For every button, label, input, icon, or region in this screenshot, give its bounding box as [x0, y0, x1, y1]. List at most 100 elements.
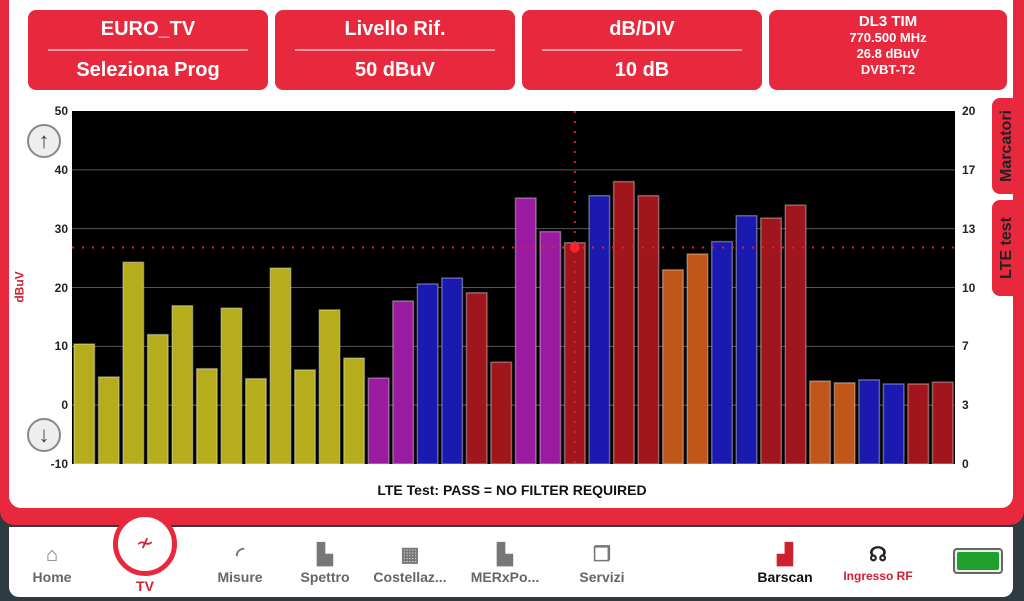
merxpo--icon: ▙: [497, 544, 513, 566]
nav-label: TV: [136, 578, 154, 594]
bar[interactable]: [907, 383, 930, 464]
y-tick-left: 30: [54, 221, 68, 236]
y-tick-left: 20: [54, 280, 68, 295]
nav-label: Spettro: [300, 569, 350, 585]
bar[interactable]: [195, 367, 218, 464]
y-axis-label: dBuV: [12, 271, 27, 303]
nav-label: Barscan: [757, 569, 813, 585]
divider: [542, 49, 742, 51]
y-tick-left: -10: [50, 457, 68, 471]
nav-barscan[interactable]: ▟ Barscan: [757, 541, 812, 585]
arrow-up-icon[interactable]: ↑: [27, 124, 61, 158]
y-tick-right: 17: [962, 162, 976, 177]
home-icon: ⌂: [45, 544, 59, 566]
y-tick-right: 3: [962, 398, 969, 413]
bar[interactable]: [661, 269, 684, 464]
bar[interactable]: [392, 300, 415, 464]
nav-spettro[interactable]: ▙ Spettro: [301, 541, 350, 585]
nav-misure[interactable]: ◜ Misure: [217, 541, 262, 585]
bar[interactable]: [171, 304, 194, 464]
y-tick-right: 20: [962, 104, 976, 118]
markers-label: Marcatori: [998, 109, 1015, 183]
nav-home[interactable]: ⌂ Home: [33, 541, 72, 585]
costellaz--icon: ▦: [400, 544, 420, 566]
nav-label: Servizi: [579, 569, 625, 585]
bar[interactable]: [490, 361, 513, 464]
y-tick-right: 7: [962, 339, 969, 354]
bar[interactable]: [122, 261, 145, 464]
bar[interactable]: [441, 277, 464, 464]
bar[interactable]: [563, 242, 586, 464]
db-div-value: 10 dB: [614, 59, 670, 81]
marker-channel: DL3 TIM: [858, 13, 918, 30]
y-tick-left: 50: [54, 104, 68, 118]
servizi-icon: ❐: [593, 544, 611, 566]
bar[interactable]: [809, 380, 832, 464]
nav-label: Ingresso RF: [843, 569, 913, 583]
bar[interactable]: [686, 253, 709, 464]
marker-level: 26.8 dBuV: [856, 46, 920, 61]
divider: [295, 49, 495, 51]
bar[interactable]: [539, 230, 562, 464]
lte-test-label: LTE test: [998, 217, 1015, 279]
nav-ingresso-rf[interactable]: ☊ Ingresso RF: [843, 541, 912, 583]
nav-label: Home: [32, 569, 72, 585]
bar[interactable]: [760, 217, 783, 464]
nav-label: Costellaz...: [373, 569, 447, 585]
y-tick-right: 10: [962, 280, 976, 295]
bar[interactable]: [588, 194, 611, 464]
bar[interactable]: [367, 377, 390, 464]
nav-label: MERxPo...: [470, 569, 540, 585]
bar[interactable]: [73, 343, 96, 464]
battery-icon: [953, 548, 1003, 574]
program-button[interactable]: EURO_TV Seleziona Prog: [28, 10, 268, 90]
bar[interactable]: [710, 240, 734, 464]
db-div-button[interactable]: dB/DIV 10 dB: [522, 10, 762, 90]
tv-logo-icon[interactable]: ≁: [113, 512, 177, 576]
marker-frequency: 770.500 MHz: [849, 30, 927, 45]
bar[interactable]: [637, 194, 660, 464]
y-tick-left: 0: [61, 398, 68, 413]
bar[interactable]: [858, 379, 881, 464]
ref-level-title: Livello Rif.: [344, 18, 446, 40]
bar[interactable]: [416, 283, 439, 464]
bar[interactable]: [220, 307, 243, 464]
bar[interactable]: [244, 377, 267, 464]
ref-level-value: 50 dBuV: [354, 59, 436, 81]
tab-lte-test[interactable]: LTE test: [992, 200, 1022, 296]
marker-info-button[interactable]: DL3 TIM 770.500 MHz 26.8 dBuV DVBT-T2: [769, 10, 1007, 90]
bar[interactable]: [784, 204, 807, 464]
nav-costellaz-[interactable]: ▦ Costellaz...: [373, 541, 446, 585]
bar[interactable]: [318, 309, 341, 464]
ingresso-rf-icon: ☊: [869, 544, 887, 566]
bar[interactable]: [612, 180, 635, 464]
nav-label: Misure: [217, 569, 263, 585]
ref-level-button[interactable]: Livello Rif. 50 dBuV: [275, 10, 515, 90]
tab-markers[interactable]: Marcatori: [992, 98, 1022, 194]
marker-point[interactable]: [569, 242, 580, 253]
divider: [48, 49, 248, 51]
arrow-down-icon[interactable]: ↓: [27, 418, 61, 452]
y-tick-right: 13: [962, 221, 976, 236]
y-tick-left: 40: [54, 162, 68, 177]
program-title: EURO_TV: [100, 18, 196, 40]
bar[interactable]: [833, 382, 856, 464]
bar[interactable]: [514, 197, 537, 464]
y-tick-left: 10: [54, 339, 68, 354]
bar[interactable]: [882, 383, 905, 464]
barscan-chart[interactable]: [72, 111, 955, 464]
bar[interactable]: [269, 267, 292, 464]
bar[interactable]: [343, 357, 366, 464]
db-div-title: dB/DIV: [609, 18, 675, 40]
nav-servizi[interactable]: ❐ Servizi: [579, 541, 624, 585]
bar[interactable]: [146, 333, 169, 464]
bar[interactable]: [294, 369, 317, 464]
lte-status-text: LTE Test: PASS = NO FILTER REQUIRED: [377, 482, 647, 498]
nav-merxpo-[interactable]: ▙ MERxPo...: [471, 541, 539, 585]
bar[interactable]: [735, 214, 758, 464]
program-value: Seleziona Prog: [76, 59, 220, 81]
nav-tv[interactable]: TV: [136, 578, 154, 594]
bar[interactable]: [931, 381, 954, 464]
bar[interactable]: [97, 376, 120, 464]
bar[interactable]: [465, 292, 488, 464]
